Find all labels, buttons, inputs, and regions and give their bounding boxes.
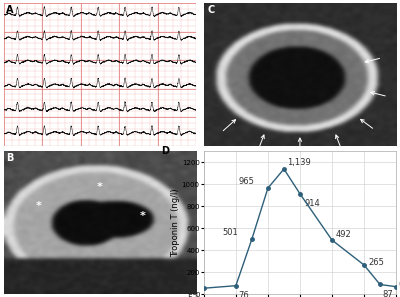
Text: 965: 965 — [238, 177, 254, 186]
Text: *: * — [140, 211, 145, 221]
Y-axis label: Troponin T (ng/l): Troponin T (ng/l) — [171, 188, 180, 257]
Text: 53: 53 — [188, 294, 198, 297]
Text: 1,139: 1,139 — [287, 158, 310, 167]
Text: A: A — [6, 5, 14, 15]
Text: C: C — [208, 5, 215, 15]
Text: 67: 67 — [399, 280, 400, 289]
Text: 501: 501 — [222, 228, 238, 237]
Text: 492: 492 — [336, 230, 352, 239]
Text: 76: 76 — [239, 291, 249, 297]
Text: B: B — [6, 154, 13, 163]
Text: 87: 87 — [383, 290, 394, 297]
Text: *: * — [36, 200, 42, 211]
Text: D: D — [162, 146, 170, 156]
Text: *: * — [97, 182, 103, 192]
Text: 914: 914 — [304, 199, 320, 208]
Text: 265: 265 — [368, 258, 384, 267]
